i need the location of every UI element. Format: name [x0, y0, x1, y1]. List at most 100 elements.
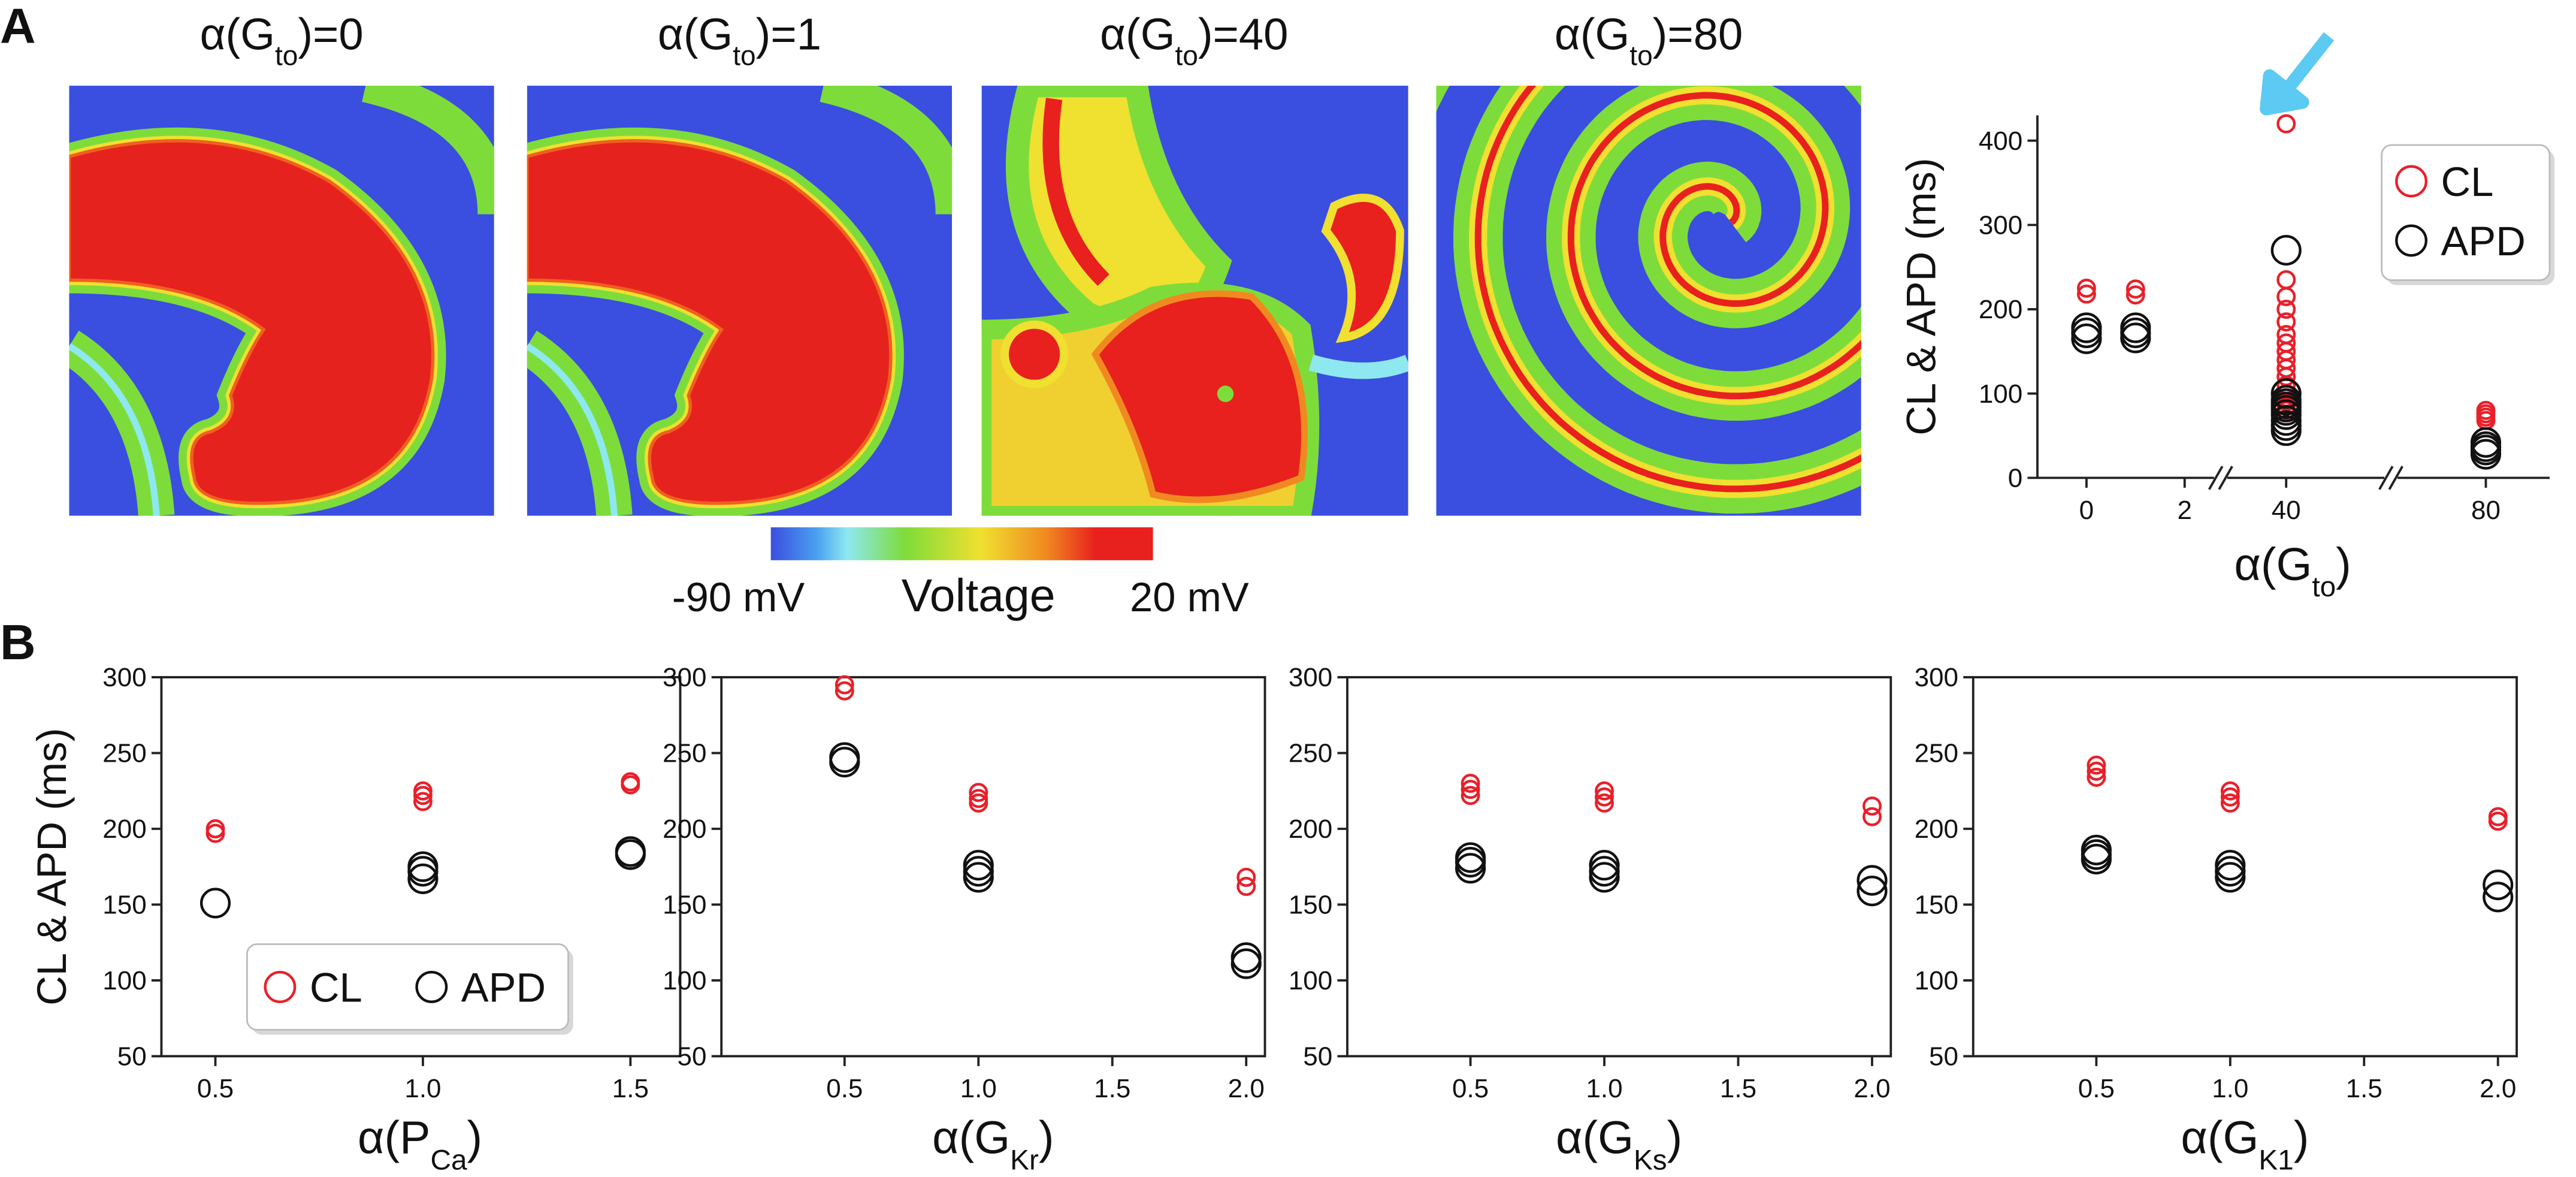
point: [2483, 870, 2514, 901]
x-tick-label: 0.5: [2078, 1074, 2115, 1103]
snapshot-title-part: )=1: [756, 10, 821, 59]
snapshot-title-sub: to: [1629, 40, 1652, 71]
point: [963, 850, 994, 881]
point: [2476, 400, 2496, 420]
x-tick-label: 0.5: [197, 1074, 234, 1103]
point: [413, 781, 433, 801]
point: [2087, 761, 2106, 781]
x-axis-label-sub: to: [2312, 571, 2336, 602]
y-tick-label: 250: [663, 739, 706, 768]
point: [413, 792, 433, 811]
x-tick-label: 80: [2471, 496, 2501, 525]
point: [199, 888, 231, 919]
point: [2470, 427, 2502, 458]
x-axis-label-part: α(P: [358, 1112, 430, 1164]
point: [2087, 768, 2106, 787]
y-tick-label: 400: [1979, 126, 2022, 156]
x-axis-label-part: α(G: [932, 1112, 1010, 1164]
y-tick-label: 300: [1979, 211, 2022, 240]
panel-letter: A: [0, 0, 36, 54]
x-tick-label: 1.0: [404, 1074, 441, 1103]
x-axis-label: α(GK1): [2181, 1112, 2309, 1176]
x-axis-label: α(GKr): [932, 1112, 1054, 1176]
x-tick-label: 0.5: [826, 1074, 863, 1103]
point: [835, 681, 854, 701]
snapshot-title: α(Gto)=40: [1100, 10, 1288, 71]
y-tick-label: 100: [1915, 966, 1958, 995]
point: [963, 862, 994, 893]
y-tick-label: 150: [1289, 891, 1332, 920]
panel-letter: B: [0, 615, 36, 670]
snapshot-title-part: )=40: [1198, 10, 1289, 59]
point: [2120, 312, 2151, 343]
y-tick-label: 50: [1303, 1042, 1332, 1072]
point: [2270, 415, 2302, 446]
y-tick-label: 150: [102, 891, 146, 920]
legend-label: APD: [2441, 218, 2526, 264]
x-axis-label-part: ): [2294, 1112, 2309, 1164]
point: [2276, 300, 2296, 319]
point: [2215, 862, 2246, 893]
x-tick-label: 40: [2272, 496, 2301, 525]
axis-break: [2218, 466, 2233, 490]
point: [1589, 862, 1620, 893]
x-tick-label: 1.5: [1094, 1074, 1130, 1103]
colorbar-min: -90 mV: [672, 574, 805, 620]
x-tick-label: 0: [2079, 496, 2094, 525]
x-tick-label: 2: [2178, 496, 2192, 525]
legend-label: CL: [310, 965, 362, 1011]
legend-label: CL: [2441, 159, 2494, 205]
snapshot: [1436, 86, 1861, 516]
x-tick-label: 1.5: [2346, 1074, 2383, 1103]
legend-marker: [2395, 165, 2428, 198]
y-axis-label: CL & APD (ms): [1898, 158, 1944, 435]
snapshot-title-part: α(G: [1555, 10, 1629, 59]
y-tick-label: 300: [663, 663, 706, 692]
point: [2483, 882, 2514, 913]
y-tick-label: 100: [102, 966, 146, 995]
x-axis-label-sub: Kr: [1010, 1144, 1039, 1176]
y-tick-label: 300: [1915, 663, 1958, 692]
snapshot-title-part: α(G: [200, 10, 275, 59]
colorbar: [770, 527, 1153, 560]
point: [1589, 856, 1620, 887]
point: [2215, 856, 2246, 887]
point: [1863, 807, 1882, 826]
y-tick-label: 100: [1979, 379, 2022, 409]
point: [2071, 312, 2102, 343]
point: [2220, 787, 2240, 807]
point: [1236, 867, 1256, 887]
snapshot: [69, 86, 494, 516]
point: [1455, 842, 1486, 873]
y-tick-label: 150: [663, 891, 706, 920]
arrow: [2260, 32, 2335, 116]
x-axis-label-part: α(G: [2181, 1112, 2258, 1164]
point: [2076, 278, 2096, 298]
snapshot-title: α(Gto)=80: [1555, 10, 1743, 71]
point: [621, 772, 640, 792]
y-tick-label: 150: [1915, 891, 1958, 920]
y-axis-label: CL & APD (ms): [29, 728, 75, 1006]
x-axis-label-part: ): [1667, 1112, 1683, 1164]
point: [2125, 279, 2145, 299]
point: [2220, 793, 2240, 813]
legend-marker: [264, 970, 297, 1003]
plot-frame: [720, 676, 1266, 1058]
point: [1236, 877, 1256, 897]
point: [963, 856, 994, 887]
y-tick-label: 100: [1289, 966, 1332, 995]
x-axis-label-part: ): [1039, 1112, 1054, 1164]
point: [1863, 796, 1882, 816]
point: [2220, 781, 2240, 801]
snapshot-title-sub: to: [275, 40, 298, 71]
y-tick-label: 200: [1979, 295, 2022, 324]
snapshot-title-part: )=0: [298, 10, 363, 59]
x-tick-label: 0.5: [1452, 1074, 1489, 1103]
point: [205, 819, 225, 838]
point: [407, 863, 439, 895]
x-axis-label-part: α(G: [2234, 539, 2312, 590]
point: [2488, 807, 2508, 826]
plot-frame: [1972, 676, 2518, 1058]
point: [615, 836, 646, 867]
